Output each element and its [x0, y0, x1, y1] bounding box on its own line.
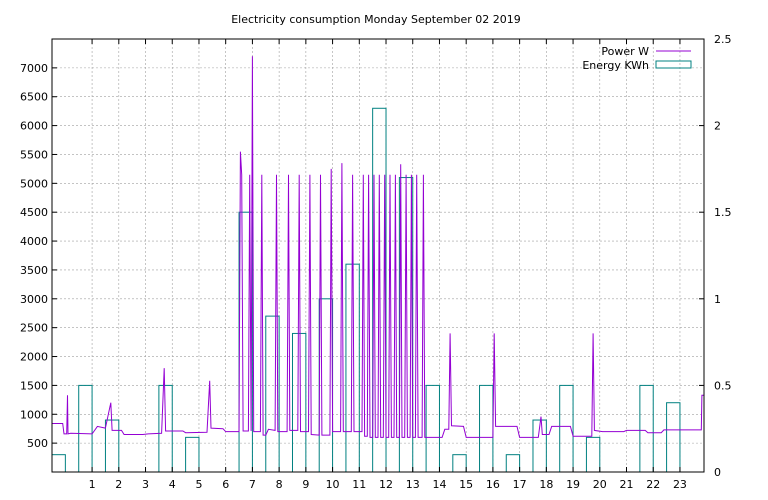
y-right-tick-label: 1 [714, 293, 721, 306]
y-right-tick-label: 0.5 [714, 379, 732, 392]
y-left-tick-label: 5500 [20, 148, 48, 161]
y-right-tick-label: 2 [714, 120, 721, 133]
y-left-tick-label: 3000 [20, 293, 48, 306]
x-tick-label: 20 [593, 478, 607, 491]
y-left-tick-label: 7000 [20, 62, 48, 75]
y-left-tick-label: 4000 [20, 235, 48, 248]
y-right-tick-label: 0 [714, 466, 721, 479]
power-series [52, 56, 704, 438]
legend-power-label: Power W [601, 45, 649, 58]
x-tick-label: 15 [459, 478, 473, 491]
x-tick-label: 3 [142, 478, 149, 491]
y-right-tick-label: 1.5 [714, 206, 732, 219]
energy-series [51, 107, 681, 473]
x-tick-label: 2 [115, 478, 122, 491]
legend-energy-label: Energy KWh [582, 59, 649, 72]
energy-bar [185, 436, 200, 473]
y-right-tick-label: 2.5 [714, 33, 732, 46]
x-tick-label: 16 [486, 478, 500, 491]
y-left-tick-label: 2500 [20, 322, 48, 335]
energy-bar [452, 454, 467, 473]
legend: Power W Energy KWh [582, 45, 692, 72]
x-tick-label: 19 [566, 478, 580, 491]
y-left-tick-label: 5000 [20, 177, 48, 190]
x-tick-label: 7 [249, 478, 256, 491]
plot-frame [51, 38, 705, 473]
energy-bar [585, 436, 601, 473]
y-left-tick-label: 2000 [20, 351, 48, 364]
x-tick-label: 14 [432, 478, 446, 491]
y-left-tick-label: 3500 [20, 264, 48, 277]
x-tick-label: 21 [620, 478, 634, 491]
x-tick-label: 5 [195, 478, 202, 491]
x-tick-label: 4 [169, 478, 176, 491]
energy-bar [479, 384, 494, 473]
y-left-tick-label: 1500 [20, 379, 48, 392]
x-tick-label: 18 [539, 478, 553, 491]
x-tick-label: 12 [379, 478, 393, 491]
x-tick-label: 17 [513, 478, 527, 491]
x-tick-label: 13 [406, 478, 420, 491]
power-line [52, 56, 704, 438]
energy-bar [639, 384, 654, 473]
energy-bar [78, 384, 93, 473]
energy-bar [425, 384, 440, 473]
energy-bar [505, 454, 521, 473]
x-tick-label: 22 [646, 478, 660, 491]
x-tick-label: 8 [276, 478, 283, 491]
x-tick-label: 1 [89, 478, 96, 491]
legend-energy-swatch [655, 60, 692, 69]
energy-bar [666, 402, 681, 473]
x-tick-label: 11 [352, 478, 366, 491]
axis-layer: 1 2 3 4 5 6 7 8 9 10 11 12 13 14 15 16 17 18 19 20 21 22 23500… [20, 33, 732, 491]
x-tick-label: 10 [326, 478, 340, 491]
y-left-tick-label: 6000 [20, 120, 48, 133]
energy-bar [291, 332, 307, 473]
chart-title: Electricity consumption Monday September… [231, 13, 521, 26]
energy-bar [345, 263, 360, 473]
y-left-tick-label: 1000 [20, 408, 48, 421]
energy-bar [51, 454, 66, 473]
x-tick-label: 23 [673, 478, 687, 491]
y-left-tick-label: 6500 [20, 91, 48, 104]
x-tick-label: 9 [302, 478, 309, 491]
x-tick-label: 6 [222, 478, 229, 491]
y-left-tick-label: 4500 [20, 206, 48, 219]
y-left-tick-label: 500 [27, 437, 48, 450]
